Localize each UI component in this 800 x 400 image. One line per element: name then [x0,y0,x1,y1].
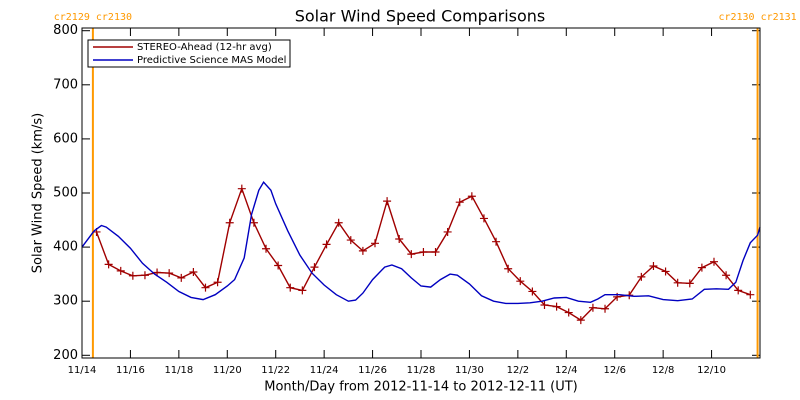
chart-title: Solar Wind Speed Comparisons [295,7,546,26]
point-marker [140,271,149,280]
y-tick-label: 500 [53,186,78,201]
x-tick-label: 12/10 [697,365,726,376]
point-marker [358,246,367,255]
point-marker [564,308,573,317]
point-marker [661,267,670,276]
carrington-label: cr2129 cr2130 [54,12,132,23]
point-marker [334,218,343,227]
point-marker [395,234,404,243]
carrington-label: cr2130 cr2131 [718,12,796,23]
point-marker [528,287,537,296]
legend: STEREO-Ahead (12-hr avg) Predictive Scien… [87,39,291,68]
x-tick-label: 12/8 [652,365,674,376]
point-marker [383,197,392,206]
y-tick-label: 200 [53,348,78,363]
point-marker [213,278,222,287]
x-tick-label: 12/6 [603,365,625,376]
point-marker [298,286,307,295]
x-tick-label: 11/18 [164,365,193,376]
point-marker [746,290,755,299]
point-marker [722,271,731,280]
point-marker [104,260,113,269]
point-marker [237,184,246,193]
x-tick-label: 11/14 [68,365,97,376]
point-marker [407,250,416,259]
point-marker [492,237,501,246]
point-marker [443,227,452,236]
x-tick-label: 11/30 [455,365,484,376]
y-tick-label: 700 [53,77,78,92]
series-line [81,181,761,305]
point-marker [601,304,610,313]
point-marker [249,218,258,227]
point-marker [467,192,476,201]
point-marker [540,300,549,309]
point-marker [419,247,428,256]
point-marker [128,271,137,280]
point-marker [262,244,271,253]
point-marker [201,283,210,292]
x-tick-label: 11/28 [407,365,436,376]
point-marker [370,239,379,248]
point-marker [479,214,488,223]
point-marker [346,236,355,245]
point-marker [225,218,234,227]
point-marker [637,272,646,281]
point-marker [310,263,319,272]
y-tick-label: 300 [53,294,78,309]
point-marker [165,269,174,278]
point-marker [588,303,597,312]
legend-label: STEREO-Ahead (12-hr avg) [137,42,272,53]
x-tick-label: 11/20 [213,365,242,376]
y-tick-label: 400 [53,240,78,255]
point-marker [576,316,585,325]
x-tick-label: 11/22 [261,365,290,376]
point-marker [431,247,440,256]
point-marker [697,263,706,272]
x-tick-label: 12/4 [555,365,577,376]
legend-box [87,39,291,68]
y-tick-label: 600 [53,131,78,146]
point-marker [516,277,525,286]
legend-label: Predictive Science MAS Model [137,55,286,66]
x-tick-label: 11/16 [116,365,145,376]
point-marker [455,198,464,207]
point-marker [274,261,283,270]
x-tick-label: 11/26 [358,365,387,376]
point-marker [552,302,561,311]
plot-frame [81,27,761,359]
x-axis-label: Month/Day from 2012-11-14 to 2012-12-11 … [264,380,577,395]
point-marker [504,264,513,273]
point-marker [322,240,331,249]
x-tick-label: 12/2 [507,365,529,376]
point-marker [649,262,658,271]
x-tick-label: 11/24 [310,365,339,376]
point-marker [286,283,295,292]
point-marker [734,286,743,295]
point-marker [685,279,694,288]
point-marker [709,257,718,266]
point-marker [189,267,198,276]
y-tick-label: 800 [53,23,78,38]
point-marker [177,273,186,282]
y-axis-label: Solar Wind Speed (km/s) [31,113,46,273]
point-marker [116,266,125,275]
point-marker [673,278,682,287]
